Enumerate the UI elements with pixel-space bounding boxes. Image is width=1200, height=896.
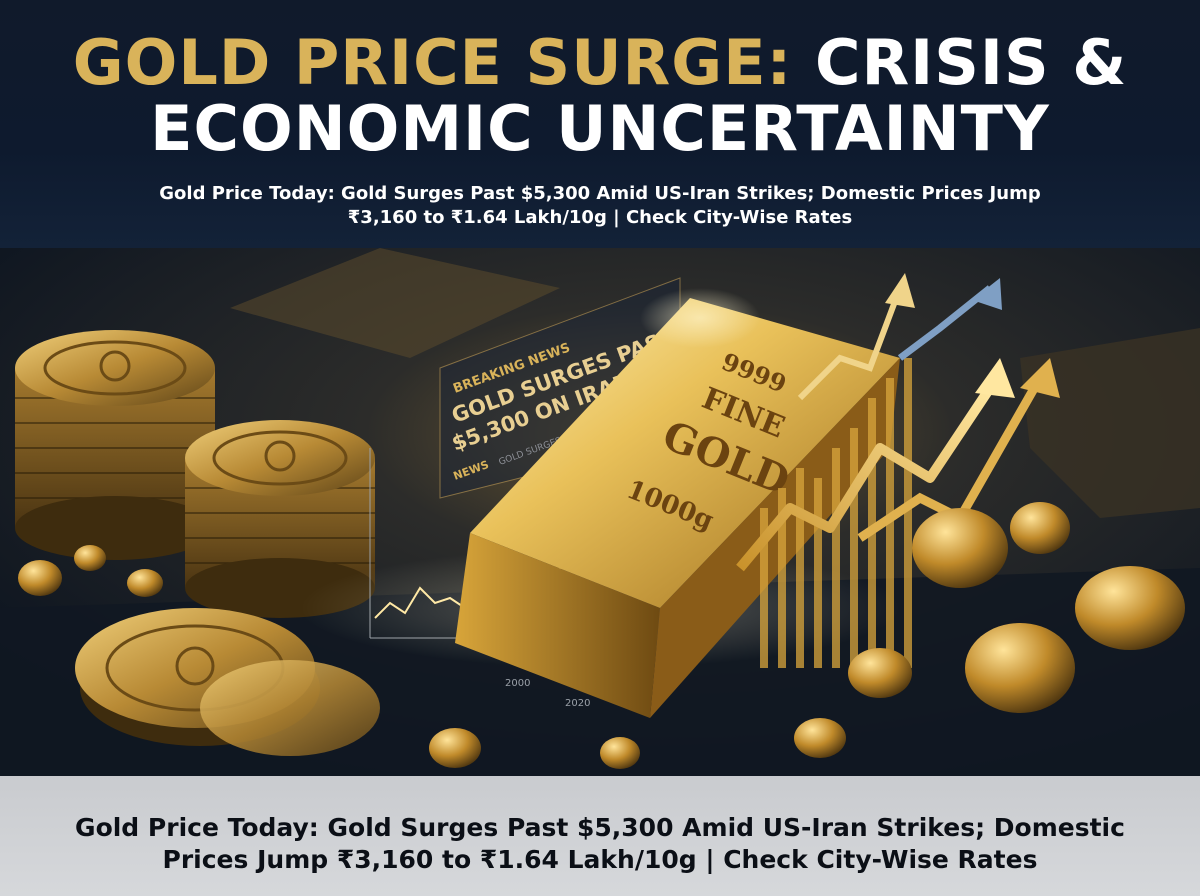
caption-band: Gold Price Today: Gold Surges Past $5,30… (0, 776, 1200, 896)
caption: Gold Price Today: Gold Surges Past $5,30… (75, 813, 1125, 874)
chart-tick-2000: 2000 (505, 678, 530, 689)
coin-stack-left (15, 330, 215, 560)
header-band: GOLD PRICE SURGE: CRISIS & ECONOMIC UNCE… (0, 0, 1200, 248)
coin-front (75, 608, 380, 756)
subheadline: Gold Price Today: Gold Surges Past $5,30… (159, 183, 1041, 228)
headline: GOLD PRICE SURGE: CRISIS & ECONOMIC UNCE… (0, 30, 1200, 162)
headline-white-part-1: CRISIS & (814, 26, 1128, 99)
headline-gold-part: GOLD PRICE SURGE: (72, 26, 793, 99)
headline-white-part-2: ECONOMIC UNCERTAINTY (150, 92, 1050, 165)
price-chart-right (736, 273, 1060, 668)
coin-stack-middle (185, 420, 375, 618)
gold-bar: 9999 FINE GOLD 1000g (300, 288, 900, 718)
chart-tick-2020: 2020 (565, 698, 590, 709)
gold-nuggets (18, 502, 1185, 769)
gold-scene: BREAKING NEWS GOLD SURGES PAST $5,300 ON… (0, 248, 1200, 776)
gold-scene-illustration: BREAKING NEWS GOLD SURGES PAST $5,300 ON… (0, 248, 1200, 776)
